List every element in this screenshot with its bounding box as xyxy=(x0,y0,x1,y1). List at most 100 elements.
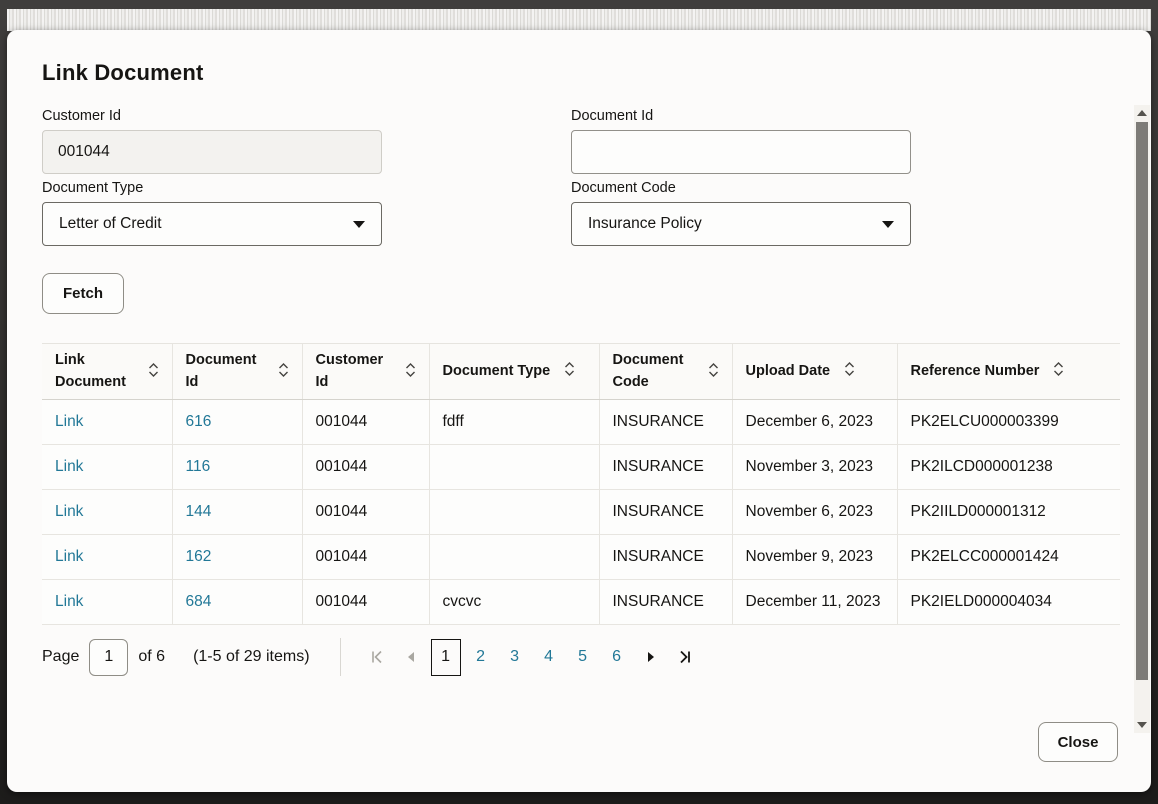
column-header[interactable]: Reference Number xyxy=(896,343,1120,400)
page-number-input[interactable] xyxy=(89,638,129,676)
background-page-strip xyxy=(7,9,1151,31)
document-type-cell: cvcvc xyxy=(428,579,599,625)
documents-table: Link Document Document Id Customer Id Do… xyxy=(42,343,1120,625)
upload-date-cell: December 11, 2023 xyxy=(731,579,897,625)
document-type-field: Document Type Letter of Credit xyxy=(42,180,382,246)
first-page-icon[interactable] xyxy=(363,639,391,675)
document-type-label: Document Type xyxy=(42,180,144,196)
document-type-cell xyxy=(428,444,599,490)
customer-id-input[interactable] xyxy=(42,130,382,174)
items-range-label: (1-5 of 29 items) xyxy=(193,648,310,665)
upload-date-cell: November 6, 2023 xyxy=(731,489,897,535)
column-header[interactable]: Customer Id xyxy=(301,343,429,400)
link-document-link[interactable]: Link xyxy=(55,413,84,430)
document-id-link[interactable]: 116 xyxy=(185,458,211,475)
document-id-link[interactable]: 144 xyxy=(185,503,212,520)
customer-id-cell: 001044 xyxy=(301,579,429,625)
customer-id-cell: 001044 xyxy=(301,534,429,580)
chevron-down-icon xyxy=(353,220,365,228)
column-header[interactable]: Document Type xyxy=(428,343,599,400)
reference-number-cell: PK2IILD000001312 xyxy=(896,489,1120,535)
document-code-select[interactable]: Insurance Policy xyxy=(571,202,911,246)
page-number-link[interactable]: 6 xyxy=(612,648,621,665)
column-header[interactable]: Document Id xyxy=(171,343,302,400)
customer-id-label: Customer Id xyxy=(42,108,121,124)
dialog-title: Link Document xyxy=(42,60,204,85)
vertical-scrollbar[interactable] xyxy=(1134,105,1150,733)
customer-id-cell: 001044 xyxy=(301,489,429,535)
page-number-link[interactable]: 5 xyxy=(578,648,587,665)
scroll-down-icon[interactable] xyxy=(1134,717,1150,733)
table-body: Link 616 001044 fdff INSURANCE December … xyxy=(42,399,1120,625)
scroll-up-icon[interactable] xyxy=(1134,105,1150,121)
link-document-dialog: Link Document Customer Id Document Id Do… xyxy=(7,30,1151,792)
sort-icon[interactable] xyxy=(1053,361,1064,381)
table-row: Link 684 001044 cvcvc INSURANCE December… xyxy=(42,579,1120,625)
table-row: Link 144 001044 INSURANCE November 6, 20… xyxy=(42,489,1120,535)
previous-page-icon[interactable] xyxy=(397,639,425,675)
link-document-link[interactable]: Link xyxy=(55,503,84,520)
sort-icon[interactable] xyxy=(148,362,159,382)
link-document-link[interactable]: Link xyxy=(55,593,84,610)
document-type-cell xyxy=(428,489,599,535)
document-type-cell xyxy=(428,534,599,580)
document-type-cell: fdff xyxy=(428,399,599,445)
document-id-input[interactable] xyxy=(571,130,911,174)
document-id-field: Document Id xyxy=(571,108,911,174)
customer-id-field: Customer Id xyxy=(42,108,382,174)
sort-icon[interactable] xyxy=(564,361,575,381)
document-id-link[interactable]: 616 xyxy=(185,413,212,430)
document-id-label: Document Id xyxy=(571,108,654,124)
document-code-cell: INSURANCE xyxy=(598,534,732,580)
pagination-bar: Page of 6 (1-5 of 29 items) 12 3 4 5 6 xyxy=(42,637,1113,677)
upload-date-cell: November 9, 2023 xyxy=(731,534,897,580)
column-header[interactable]: Upload Date xyxy=(731,343,897,400)
reference-number-cell: PK2IELD000004034 xyxy=(896,579,1120,625)
search-form: Customer Id Document Id Document Type Le… xyxy=(42,108,1113,246)
document-type-value: Letter of Credit xyxy=(59,215,162,232)
table-row: Link 162 001044 INSURANCE November 9, 20… xyxy=(42,534,1120,580)
page-number-link[interactable]: 4 xyxy=(544,648,553,665)
next-page-icon[interactable] xyxy=(637,639,665,675)
reference-number-cell: PK2ELCC000001424 xyxy=(896,534,1120,580)
column-header[interactable]: Document Code xyxy=(598,343,732,400)
sort-icon[interactable] xyxy=(844,361,855,381)
document-code-cell: INSURANCE xyxy=(598,489,732,535)
link-document-link[interactable]: Link xyxy=(55,458,84,475)
sort-icon[interactable] xyxy=(708,362,719,382)
page-of-label: of 6 xyxy=(138,648,166,665)
table-header-row: Link Document Document Id Customer Id Do… xyxy=(42,343,1120,400)
document-id-link[interactable]: 162 xyxy=(185,548,212,565)
scrollbar-thumb[interactable] xyxy=(1136,122,1148,680)
page-number-link[interactable]: 3 xyxy=(510,648,519,665)
pagination-divider xyxy=(339,638,341,676)
reference-number-cell: PK2ILCD000001238 xyxy=(896,444,1120,490)
document-code-label: Document Code xyxy=(571,180,676,196)
reference-number-cell: PK2ELCU000003399 xyxy=(896,399,1120,445)
sort-icon[interactable] xyxy=(278,362,289,382)
document-code-field: Document Code Insurance Policy xyxy=(571,180,911,246)
fetch-button[interactable]: Fetch xyxy=(42,273,125,314)
upload-date-cell: November 3, 2023 xyxy=(731,444,897,490)
last-page-icon[interactable] xyxy=(671,639,699,675)
page-label: Page xyxy=(42,648,80,665)
document-type-select[interactable]: Letter of Credit xyxy=(42,202,382,246)
sort-icon[interactable] xyxy=(405,362,416,382)
chevron-down-icon xyxy=(882,220,894,228)
close-button[interactable]: Close xyxy=(1038,722,1118,762)
document-code-value: Insurance Policy xyxy=(588,215,702,232)
document-code-cell: INSURANCE xyxy=(598,444,732,490)
table-row: Link 616 001044 fdff INSURANCE December … xyxy=(42,399,1120,445)
column-header[interactable]: Link Document xyxy=(42,343,172,400)
page-number-current[interactable]: 1 xyxy=(430,638,461,676)
customer-id-cell: 001044 xyxy=(301,444,429,490)
page-number-link[interactable]: 2 xyxy=(476,648,485,665)
customer-id-cell: 001044 xyxy=(301,399,429,445)
link-document-link[interactable]: Link xyxy=(55,548,84,565)
document-id-link[interactable]: 684 xyxy=(185,593,212,610)
table-row: Link 116 001044 INSURANCE November 3, 20… xyxy=(42,444,1120,490)
document-code-cell: INSURANCE xyxy=(598,579,732,625)
document-code-cell: INSURANCE xyxy=(598,399,732,445)
upload-date-cell: December 6, 2023 xyxy=(731,399,897,445)
